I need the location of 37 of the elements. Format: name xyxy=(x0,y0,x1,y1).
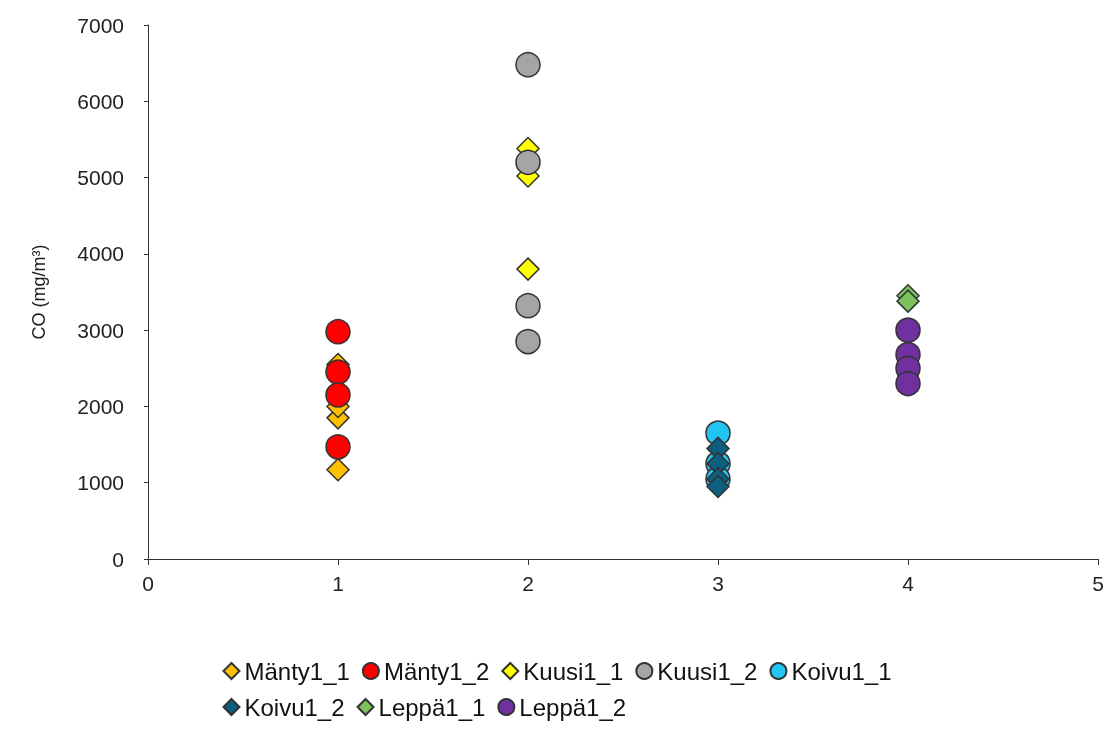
legend-label: Kuusi1_2 xyxy=(657,657,758,685)
y-tick-label: 0 xyxy=(112,547,124,571)
point xyxy=(325,359,351,385)
y-tick-label: 7000 xyxy=(77,13,124,37)
y-tick-label: 5000 xyxy=(77,166,124,190)
point xyxy=(326,458,350,482)
point xyxy=(896,289,920,313)
point xyxy=(515,51,541,78)
y-tick-label: 3000 xyxy=(77,318,124,342)
point xyxy=(325,434,351,460)
point xyxy=(515,328,541,355)
point xyxy=(895,370,921,397)
point xyxy=(516,257,540,281)
point xyxy=(325,318,351,345)
x-tick-label: 2 xyxy=(522,572,534,595)
legend-label: Leppä1_2 xyxy=(519,693,627,721)
y-tick-label: 2000 xyxy=(77,394,124,418)
y-tick-label: 6000 xyxy=(77,89,124,113)
point xyxy=(706,474,730,499)
point xyxy=(515,292,541,319)
point xyxy=(325,382,351,408)
legend-label: Koivu1_1 xyxy=(791,657,892,685)
legend-label: Koivu1_2 xyxy=(244,693,345,721)
y-axis-title: CO (mg/m³) xyxy=(29,244,49,340)
x-tick-label: 0 xyxy=(142,572,154,595)
x-tick-label: 3 xyxy=(712,572,724,595)
point xyxy=(515,149,541,176)
y-tick-label: 1000 xyxy=(77,471,124,495)
y-tick-label: 4000 xyxy=(77,242,124,266)
legend-label: Kuusi1_1 xyxy=(523,657,624,685)
x-tick-label: 1 xyxy=(332,572,344,595)
legend-label: Leppä1_1 xyxy=(378,693,486,721)
x-tick-label: 4 xyxy=(902,572,915,595)
legend-label: Mänty1_2 xyxy=(383,657,490,685)
legend-label: Mänty1_1 xyxy=(244,657,350,685)
point xyxy=(895,317,921,343)
x-tick-label: 5 xyxy=(1092,572,1104,595)
